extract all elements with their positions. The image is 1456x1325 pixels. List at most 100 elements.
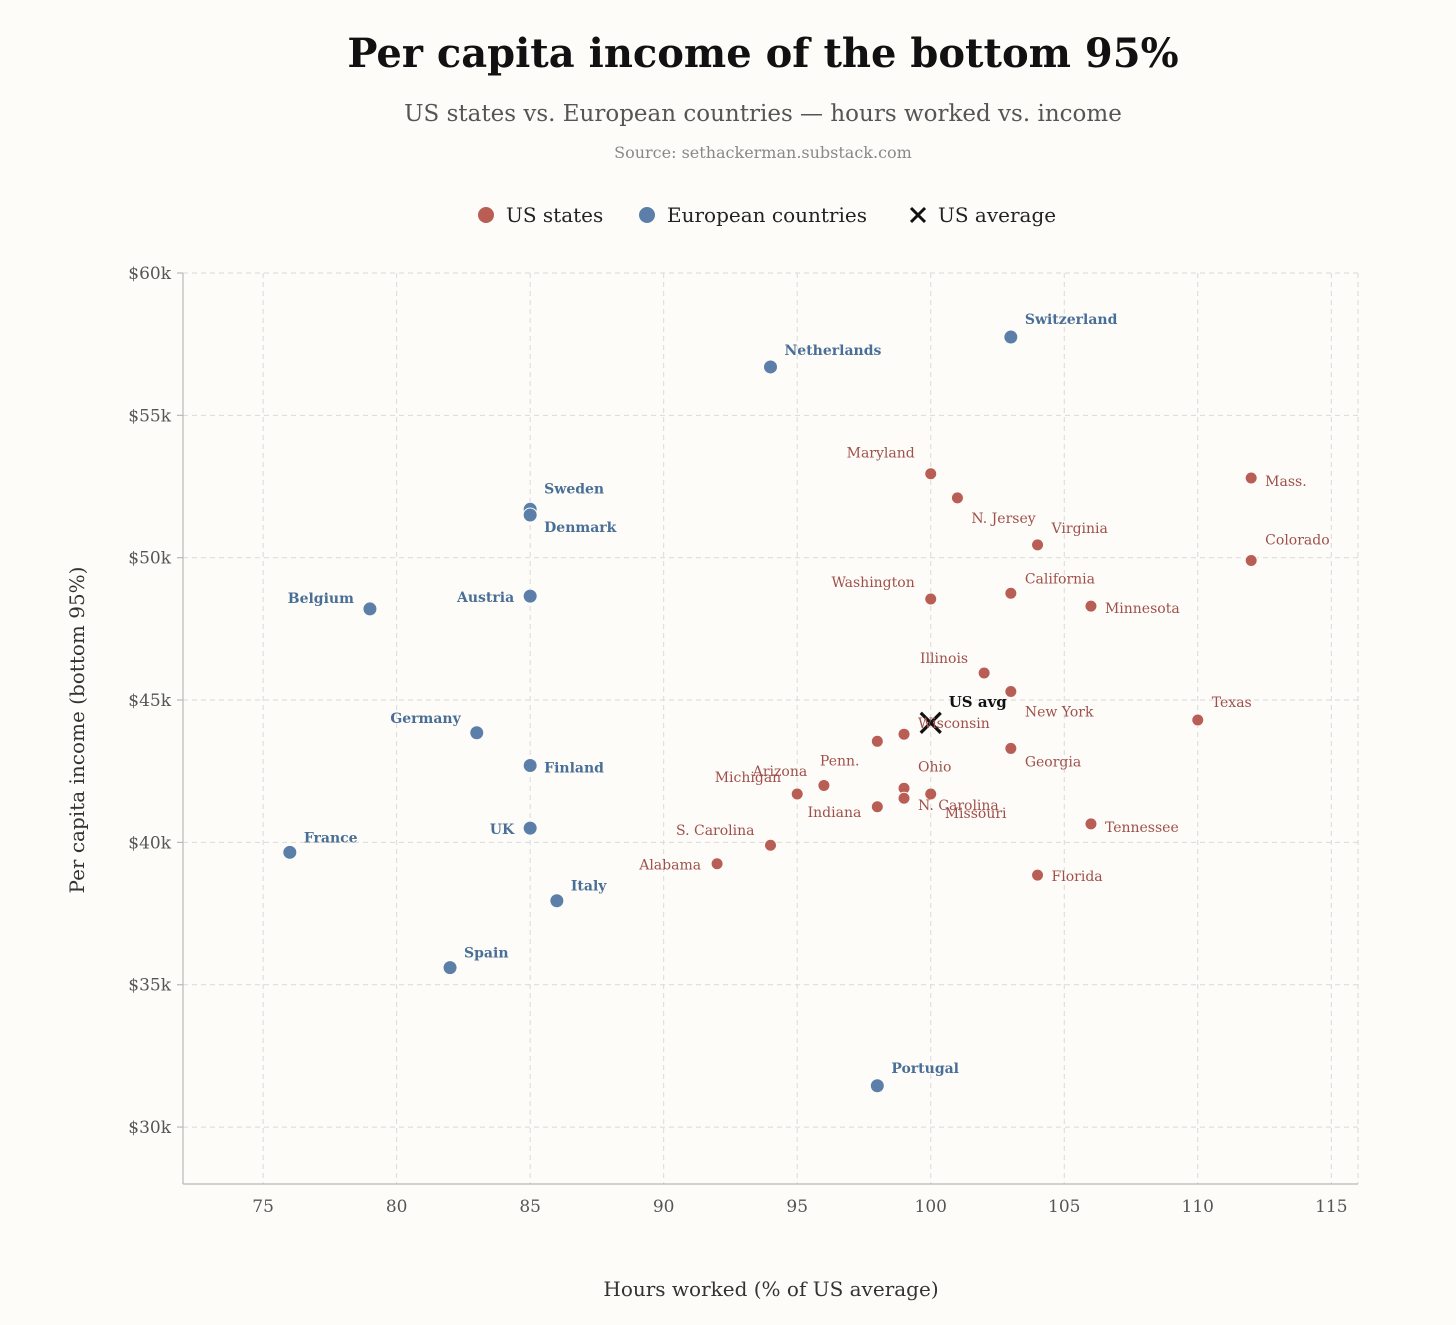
- legend-label-us-average: US average: [938, 203, 1056, 227]
- point-mass: [1244, 471, 1258, 485]
- label-wisconsin: Wisconsin: [918, 716, 990, 732]
- label-new-york: New York: [1025, 704, 1094, 720]
- point-indiana: [870, 800, 884, 814]
- x-tick-label: 80: [386, 1197, 408, 1217]
- point-alabama: [710, 857, 724, 871]
- point-point: [870, 734, 884, 748]
- chart-subtitle: US states vs. European countries — hours…: [404, 101, 1122, 127]
- label-germany: Germany: [390, 711, 461, 727]
- point-finland: [522, 758, 538, 774]
- legend: US states European countries US average: [478, 203, 1056, 227]
- label-alabama: Alabama: [638, 858, 701, 874]
- point-michigan: [790, 787, 804, 801]
- label-belgium: Belgium: [288, 591, 354, 607]
- point-new-york: [1004, 684, 1018, 698]
- label-tennessee: Tennessee: [1105, 820, 1179, 836]
- grid: [183, 272, 1359, 1184]
- data-labels: Mass. Maryland N. Jersey Virginia Colorado Ca…: [288, 312, 1330, 1077]
- point-portugal: [869, 1078, 885, 1094]
- label-illinois: Illinois: [920, 651, 968, 667]
- y-tick-label: $50k: [128, 549, 171, 569]
- point-n-jersey: [950, 491, 964, 505]
- y-tick-label: $55k: [128, 406, 171, 426]
- label-denmark: Denmark: [544, 520, 616, 536]
- legend-label-european-countries: European countries: [667, 203, 867, 227]
- label-arizona: Arizona: [752, 764, 807, 780]
- point-colorado: [1244, 554, 1258, 568]
- legend-marker-us-average: [909, 206, 927, 224]
- legend-label-us-states: US states: [506, 203, 603, 227]
- label-texas: Texas: [1212, 695, 1252, 711]
- x-axis-title: Hours worked (% of US average): [603, 1277, 938, 1301]
- legend-marker-us-states: [478, 207, 494, 223]
- point-virginia: [1031, 538, 1045, 552]
- us-average-marker-stroke: [919, 711, 942, 734]
- x-tick-label: 115: [1315, 1197, 1347, 1217]
- point-tennessee: [1084, 817, 1098, 831]
- label-finland: Finland: [544, 761, 604, 777]
- label-austria: Austria: [456, 590, 514, 606]
- label-spain: Spain: [464, 946, 508, 962]
- y-tick-label: $60k: [128, 264, 171, 284]
- x-tick-label: 100: [915, 1197, 947, 1217]
- y-tick-label: $40k: [128, 833, 171, 853]
- point-uk: [522, 820, 538, 836]
- point-italy: [549, 893, 565, 909]
- y-tick-label: $30k: [128, 1118, 171, 1138]
- point-california: [1004, 586, 1018, 600]
- label-georgia: Georgia: [1025, 754, 1081, 770]
- label-indiana: Indiana: [808, 805, 862, 821]
- axes: 75 80 85 90 95 100 105 110 115 $30k $35k $40k $45k $5…: [128, 264, 1358, 1217]
- chart-source: Source: sethackerman.substack.com: [614, 143, 912, 162]
- label-france: France: [304, 830, 358, 846]
- point-spain: [442, 960, 458, 976]
- label-n-jersey: N. Jersey: [971, 511, 1035, 527]
- chart-title: Per capita income of the bottom 95%: [347, 30, 1178, 77]
- legend-marker-european-countries: [639, 207, 655, 223]
- label-florida: Florida: [1052, 869, 1103, 885]
- point-florida: [1031, 868, 1045, 882]
- x-tick-label: 110: [1182, 1197, 1214, 1217]
- label-penn: Penn.: [820, 753, 860, 769]
- point-illinois: [977, 666, 991, 680]
- x-tick-label: 95: [786, 1197, 808, 1217]
- point-missouri: [924, 787, 938, 801]
- point-texas: [1191, 713, 1205, 727]
- label-switzerland: Switzerland: [1025, 312, 1118, 328]
- label-colorado: Colorado: [1265, 533, 1329, 549]
- y-tick-label: $35k: [128, 976, 171, 996]
- point-belgium: [362, 601, 378, 617]
- point-germany: [469, 725, 485, 741]
- data-points: [282, 329, 1258, 1094]
- us-average-marker: [919, 711, 942, 734]
- label-ohio: Ohio: [918, 759, 951, 775]
- point-maryland: [924, 467, 938, 481]
- label-washington: Washington: [831, 575, 914, 591]
- point-netherlands: [763, 359, 778, 375]
- label-uk: UK: [490, 822, 515, 838]
- point-france: [282, 844, 298, 860]
- point-penn: [817, 778, 831, 792]
- point-minnesota: [1084, 599, 1098, 613]
- point-denmark: [522, 507, 538, 523]
- label-s-carolina: S. Carolina: [676, 823, 755, 839]
- x-tick-label: 75: [252, 1197, 274, 1217]
- x-tick-label: 105: [1048, 1197, 1080, 1217]
- point-n-carolina: [897, 791, 911, 805]
- point-georgia: [1004, 741, 1018, 755]
- y-tick-label: $45k: [128, 691, 171, 711]
- label-n-carolina: N. Carolina: [918, 798, 999, 814]
- label-italy: Italy: [571, 879, 607, 895]
- point-wisconsin: [897, 727, 911, 741]
- label-michigan: Michigan: [715, 770, 781, 786]
- label-missouri: Missouri: [945, 806, 1007, 822]
- label-maryland: Maryland: [847, 446, 915, 462]
- label-california: California: [1025, 571, 1095, 587]
- label-virginia: Virginia: [1051, 521, 1108, 537]
- x-tick-label: 90: [653, 1197, 675, 1217]
- point-austria: [522, 588, 538, 604]
- label-minnesota: Minnesota: [1105, 601, 1180, 617]
- point-switzerland: [1003, 329, 1019, 345]
- label-mass: Mass.: [1265, 474, 1307, 490]
